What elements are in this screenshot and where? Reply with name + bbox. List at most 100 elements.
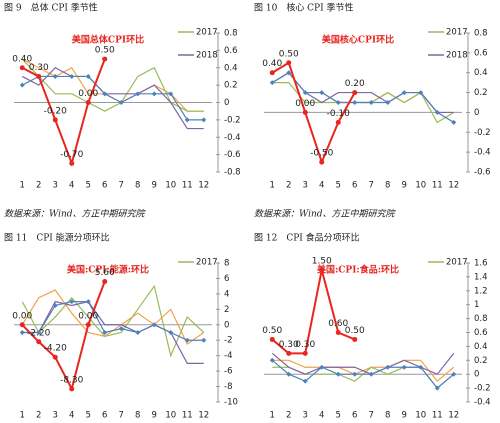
y-tick-label: 0.2 bbox=[474, 356, 488, 366]
y-tick-label: 1.2 bbox=[474, 286, 488, 296]
data-label: 0.60 bbox=[328, 319, 348, 329]
x-tick-label: 4 bbox=[319, 181, 324, 191]
x-tick-label: 6 bbox=[102, 411, 107, 421]
x-tick-label: 11 bbox=[182, 181, 193, 191]
y-tick-label: 0.6 bbox=[224, 46, 238, 56]
x-tick-label: 2 bbox=[286, 181, 291, 191]
y-tick-label: 0.8 bbox=[224, 29, 238, 39]
marker bbox=[319, 267, 325, 273]
marker bbox=[269, 336, 275, 342]
x-tick-label: 9 bbox=[152, 411, 157, 421]
data-label: 0.00 bbox=[295, 99, 315, 109]
series-line bbox=[22, 300, 204, 364]
x-tick-label: 11 bbox=[432, 411, 443, 421]
data-label: -0.10 bbox=[327, 109, 351, 119]
y-tick-label: -10 bbox=[224, 398, 238, 408]
chart-title: 美国:CPI:食品:环比 bbox=[317, 264, 399, 276]
x-tick-label: 10 bbox=[165, 411, 176, 421]
y-tick-label: -6 bbox=[224, 367, 232, 377]
marker bbox=[69, 299, 75, 305]
series-line bbox=[271, 352, 455, 375]
x-tick-label: 8 bbox=[135, 411, 140, 421]
marker bbox=[118, 100, 124, 105]
y-tick-label: 0.8 bbox=[474, 314, 488, 324]
marker bbox=[335, 119, 341, 125]
legend-label: 2017 bbox=[196, 258, 218, 268]
marker bbox=[335, 330, 341, 335]
x-tick-label: 9 bbox=[402, 411, 407, 421]
chart-title: 美国总体CPI环比 bbox=[72, 34, 144, 46]
x-tick-label: 9 bbox=[152, 181, 157, 191]
y-tick-label: 0 bbox=[474, 370, 479, 380]
series-line bbox=[21, 281, 106, 392]
y-tick-label: -0.2 bbox=[474, 128, 491, 138]
source: 数据来源：Wind、方正中期研究院 bbox=[254, 209, 397, 220]
y-tick-label: -0.4 bbox=[474, 148, 491, 158]
marker bbox=[302, 350, 308, 356]
data-label: 5.60 bbox=[95, 268, 115, 278]
y-tick-label: 6 bbox=[224, 274, 229, 284]
legend-label: 2017 bbox=[446, 28, 468, 38]
marker bbox=[201, 337, 207, 343]
marker bbox=[135, 91, 141, 97]
marker bbox=[36, 330, 42, 335]
x-tick-label: 4 bbox=[319, 411, 324, 421]
marker bbox=[151, 91, 157, 97]
series-line bbox=[22, 301, 204, 341]
marker bbox=[352, 100, 358, 105]
data-label: 0.30 bbox=[29, 63, 49, 73]
x-tick-label: 5 bbox=[86, 181, 91, 191]
x-tick-label: 9 bbox=[402, 181, 407, 191]
series-line bbox=[271, 71, 455, 123]
marker bbox=[52, 354, 58, 360]
y-tick-label: -0.4 bbox=[474, 398, 491, 408]
marker bbox=[385, 100, 391, 105]
data-label: -0.70 bbox=[60, 150, 84, 160]
marker bbox=[52, 117, 58, 123]
marker bbox=[286, 60, 292, 66]
data-label: -4.20 bbox=[44, 344, 68, 354]
marker bbox=[85, 73, 91, 79]
y-tick-label: 0.8 bbox=[474, 29, 488, 39]
marker bbox=[135, 330, 141, 335]
marker bbox=[286, 371, 292, 377]
caption: 图 9 总体 CPI 季节性 bbox=[4, 2, 98, 14]
y-tick-label: 1 bbox=[474, 300, 479, 310]
data-label: -0.50 bbox=[310, 149, 334, 159]
x-tick-label: 10 bbox=[165, 181, 176, 191]
x-tick-label: 1 bbox=[20, 411, 25, 421]
x-tick-label: 12 bbox=[448, 411, 459, 421]
data-label: 0.50 bbox=[95, 46, 115, 56]
legend-label: 2018 bbox=[446, 51, 468, 61]
legend-label: 2017 bbox=[446, 258, 468, 268]
marker bbox=[352, 90, 358, 96]
y-tick-label: 0.4 bbox=[474, 342, 488, 352]
legend-label: 2017 bbox=[196, 28, 218, 38]
y-tick-label: 4 bbox=[224, 289, 229, 299]
x-tick-label: 12 bbox=[198, 411, 209, 421]
caption: 图 10 核心 CPI 季节性 bbox=[254, 2, 354, 14]
marker bbox=[302, 378, 308, 384]
y-tick-label: 0.2 bbox=[224, 81, 238, 91]
y-tick-label: 0.4 bbox=[474, 68, 488, 78]
y-tick-label: 0 bbox=[224, 320, 229, 330]
marker bbox=[451, 119, 457, 125]
marker bbox=[184, 337, 190, 343]
x-tick-label: 12 bbox=[448, 181, 459, 191]
x-tick-label: 1 bbox=[20, 181, 25, 191]
x-tick-label: 5 bbox=[336, 181, 341, 191]
y-tick-label: -8 bbox=[224, 382, 232, 392]
y-tick-label: 1.4 bbox=[474, 272, 488, 282]
marker bbox=[368, 371, 374, 377]
marker bbox=[102, 279, 108, 285]
series-line bbox=[271, 359, 455, 389]
series-line bbox=[21, 75, 204, 121]
x-tick-label: 7 bbox=[369, 181, 374, 191]
marker bbox=[302, 90, 308, 96]
marker bbox=[102, 91, 108, 97]
marker bbox=[168, 330, 174, 335]
data-label: 0.50 bbox=[279, 49, 299, 59]
marker bbox=[286, 70, 292, 76]
series-line bbox=[21, 284, 205, 358]
